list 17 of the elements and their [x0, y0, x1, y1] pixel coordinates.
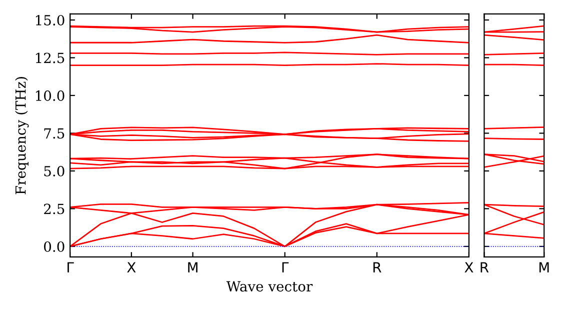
x-tick-label: Γ [68, 262, 74, 272]
x-tick-label: M [539, 262, 549, 272]
y-tick-label: 12.5 [36, 52, 64, 64]
y-axis-title: Frequency (THz) [15, 77, 29, 194]
x-tick-label: R [480, 262, 489, 272]
y-tick-label: 10.0 [36, 90, 64, 101]
x-tick-label: X [127, 262, 136, 272]
y-tick-label: 5.0 [44, 166, 64, 176]
y-tick-label: 7.5 [44, 128, 64, 139]
x-tick-label: X [464, 262, 474, 272]
y-tick-label: 0.0 [44, 241, 64, 252]
x-tick-label: Γ [282, 262, 289, 272]
y-tick-label: 2.5 [44, 204, 64, 214]
x-tick-label: M [188, 262, 198, 272]
x-tick-label: R [373, 262, 382, 272]
x-axis-title: Wave vector [226, 281, 313, 292]
y-tick-label: 15.0 [36, 14, 64, 26]
